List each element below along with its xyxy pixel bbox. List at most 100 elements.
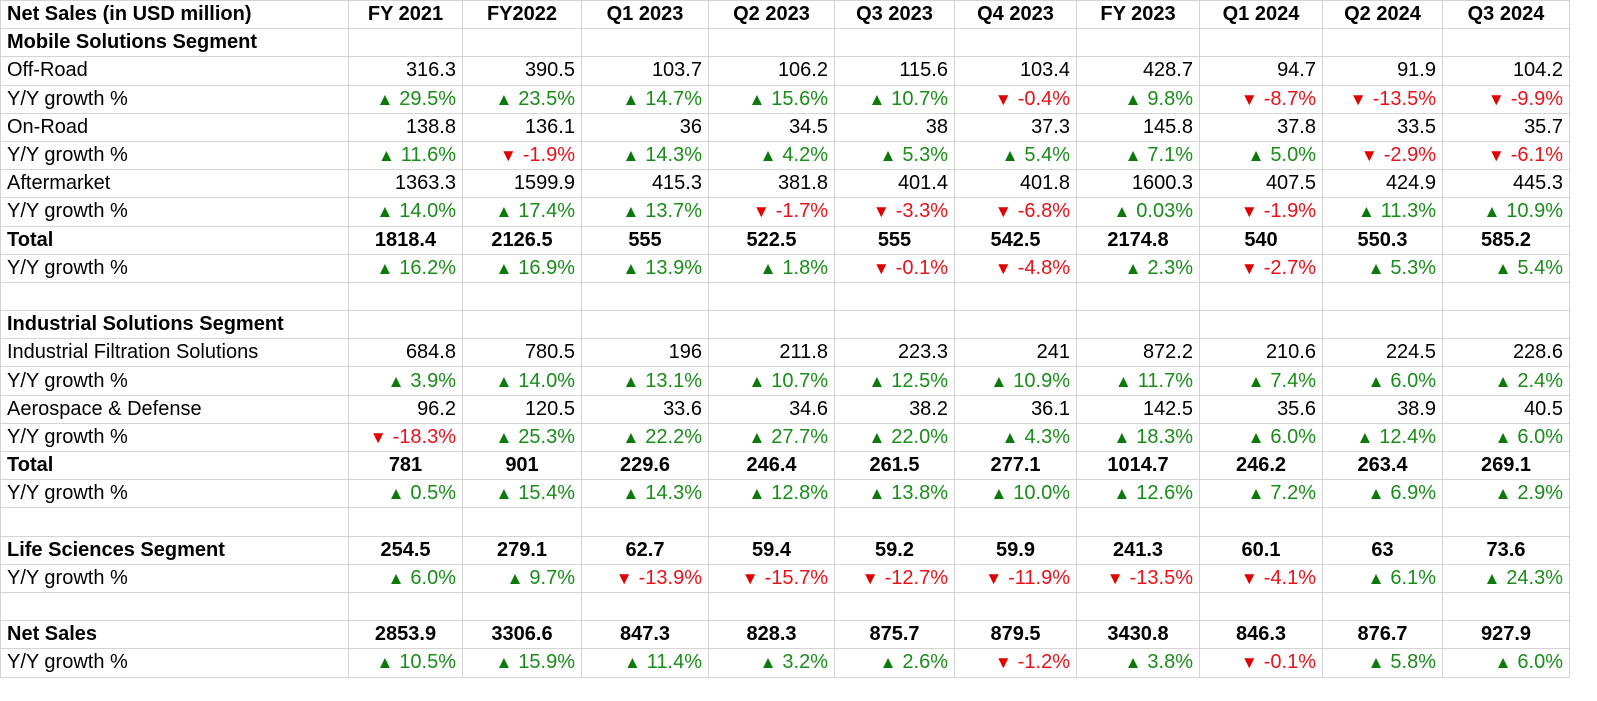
empty-cell[interactable]	[581, 591, 709, 622]
growth-cell[interactable]: ▲ 7.4%	[1199, 366, 1323, 396]
value-cell[interactable]: 879.5	[954, 620, 1077, 650]
growth-cell[interactable]: ▲ 16.9%	[462, 253, 582, 283]
value-cell[interactable]: 2174.8	[1076, 225, 1200, 255]
empty-cell[interactable]	[1199, 310, 1323, 340]
growth-cell[interactable]: ▲ 10.9%	[954, 366, 1077, 396]
growth-cell[interactable]: ▼ -2.7%	[1199, 253, 1323, 283]
growth-cell[interactable]: ▲ 1.8%	[708, 253, 835, 283]
growth-cell[interactable]: ▲ 10.5%	[348, 648, 463, 678]
growth-cell[interactable]: ▲ 3.9%	[348, 366, 463, 396]
value-cell[interactable]: 59.4	[708, 535, 835, 565]
row-label[interactable]: Y/Y growth %	[0, 479, 349, 509]
value-cell[interactable]: 401.4	[834, 169, 955, 199]
value-cell[interactable]: 33.6	[581, 394, 709, 424]
empty-cell[interactable]	[581, 281, 709, 312]
empty-cell[interactable]	[348, 310, 463, 340]
value-cell[interactable]: 38.2	[834, 394, 955, 424]
value-cell[interactable]: 781	[348, 450, 463, 481]
table-title[interactable]: Net Sales (in USD million)	[0, 0, 349, 30]
value-cell[interactable]: 120.5	[462, 394, 582, 424]
row-label[interactable]: Off-Road	[0, 56, 349, 86]
growth-cell[interactable]: ▼ -3.3%	[834, 197, 955, 227]
value-cell[interactable]: 1600.3	[1076, 169, 1200, 199]
value-cell[interactable]: 876.7	[1322, 620, 1443, 650]
value-cell[interactable]: 780.5	[462, 338, 582, 368]
growth-cell[interactable]: ▲ 6.0%	[348, 563, 463, 593]
growth-cell[interactable]: ▲ 18.3%	[1076, 422, 1200, 453]
empty-cell[interactable]	[954, 281, 1077, 312]
growth-cell[interactable]: ▼ -1.2%	[954, 648, 1077, 678]
empty-cell[interactable]	[1442, 507, 1570, 537]
value-cell[interactable]: 269.1	[1442, 450, 1570, 481]
value-cell[interactable]: 228.6	[1442, 338, 1570, 368]
growth-cell[interactable]: ▲ 14.0%	[348, 197, 463, 227]
growth-cell[interactable]: ▲ 10.0%	[954, 479, 1077, 509]
value-cell[interactable]: 555	[834, 225, 955, 255]
empty-cell[interactable]	[1199, 591, 1323, 622]
empty-cell[interactable]	[954, 591, 1077, 622]
growth-cell[interactable]: ▼ -15.7%	[708, 563, 835, 593]
value-cell[interactable]: 1599.9	[462, 169, 582, 199]
growth-cell[interactable]: ▲ 14.3%	[581, 140, 709, 171]
growth-cell[interactable]: ▼ -2.9%	[1322, 140, 1443, 171]
growth-cell[interactable]: ▲ 5.8%	[1322, 648, 1443, 678]
growth-cell[interactable]: ▲ 2.9%	[1442, 479, 1570, 509]
growth-cell[interactable]: ▲ 5.3%	[1322, 253, 1443, 283]
value-cell[interactable]: 875.7	[834, 620, 955, 650]
row-label[interactable]: Industrial Solutions Segment	[0, 310, 349, 340]
value-cell[interactable]: 828.3	[708, 620, 835, 650]
column-header[interactable]: Q3 2023	[834, 0, 955, 30]
growth-cell[interactable]: ▲ 13.9%	[581, 253, 709, 283]
empty-cell[interactable]	[1442, 591, 1570, 622]
value-cell[interactable]: 1363.3	[348, 169, 463, 199]
value-cell[interactable]: 901	[462, 450, 582, 481]
column-header[interactable]: FY 2021	[348, 0, 463, 30]
empty-cell[interactable]	[1442, 281, 1570, 312]
value-cell[interactable]: 224.5	[1322, 338, 1443, 368]
value-cell[interactable]: 254.5	[348, 535, 463, 565]
row-label[interactable]: Y/Y growth %	[0, 648, 349, 678]
empty-cell[interactable]	[0, 591, 349, 622]
growth-cell[interactable]: ▲ 0.5%	[348, 479, 463, 509]
value-cell[interactable]: 3430.8	[1076, 620, 1200, 650]
growth-cell[interactable]: ▼ -8.7%	[1199, 84, 1323, 114]
growth-cell[interactable]: ▲ 3.8%	[1076, 648, 1200, 678]
growth-cell[interactable]: ▼ -1.7%	[708, 197, 835, 227]
growth-cell[interactable]: ▲ 9.7%	[462, 563, 582, 593]
value-cell[interactable]: 91.9	[1322, 56, 1443, 86]
value-cell[interactable]: 37.8	[1199, 112, 1323, 142]
empty-cell[interactable]	[1076, 507, 1200, 537]
value-cell[interactable]: 35.7	[1442, 112, 1570, 142]
growth-cell[interactable]: ▼ -1.9%	[1199, 197, 1323, 227]
empty-cell[interactable]	[708, 591, 835, 622]
growth-cell[interactable]: ▲ 6.9%	[1322, 479, 1443, 509]
empty-cell[interactable]	[834, 507, 955, 537]
row-label[interactable]: Aerospace & Defense	[0, 394, 349, 424]
growth-cell[interactable]: ▲ 4.2%	[708, 140, 835, 171]
empty-cell[interactable]	[1322, 310, 1443, 340]
growth-cell[interactable]: ▲ 10.7%	[834, 84, 955, 114]
growth-cell[interactable]: ▼ -12.7%	[834, 563, 955, 593]
value-cell[interactable]: 40.5	[1442, 394, 1570, 424]
empty-cell[interactable]	[1442, 310, 1570, 340]
value-cell[interactable]: 261.5	[834, 450, 955, 481]
growth-cell[interactable]: ▲ 6.0%	[1442, 648, 1570, 678]
empty-cell[interactable]	[1442, 28, 1570, 58]
growth-cell[interactable]: ▲ 12.6%	[1076, 479, 1200, 509]
column-header[interactable]: Q4 2023	[954, 0, 1077, 30]
value-cell[interactable]: 104.2	[1442, 56, 1570, 86]
column-header[interactable]: Q1 2024	[1199, 0, 1323, 30]
value-cell[interactable]: 2853.9	[348, 620, 463, 650]
empty-cell[interactable]	[581, 310, 709, 340]
growth-cell[interactable]: ▲ 24.3%	[1442, 563, 1570, 593]
growth-cell[interactable]: ▲ 15.4%	[462, 479, 582, 509]
growth-cell[interactable]: ▲ 12.4%	[1322, 422, 1443, 453]
growth-cell[interactable]: ▼ -13.9%	[581, 563, 709, 593]
value-cell[interactable]: 34.5	[708, 112, 835, 142]
row-label[interactable]: Mobile Solutions Segment	[0, 28, 349, 58]
empty-cell[interactable]	[0, 507, 349, 537]
value-cell[interactable]: 62.7	[581, 535, 709, 565]
empty-cell[interactable]	[1076, 281, 1200, 312]
empty-cell[interactable]	[1322, 507, 1443, 537]
empty-cell[interactable]	[348, 281, 463, 312]
